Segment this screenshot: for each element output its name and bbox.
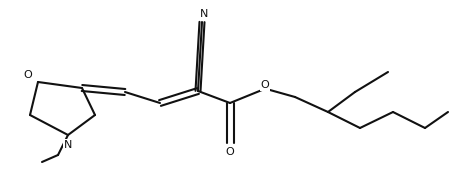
Text: O: O [226, 147, 234, 157]
Text: N: N [64, 140, 72, 150]
Text: O: O [260, 80, 270, 90]
Text: O: O [24, 70, 32, 80]
Text: N: N [200, 9, 208, 19]
